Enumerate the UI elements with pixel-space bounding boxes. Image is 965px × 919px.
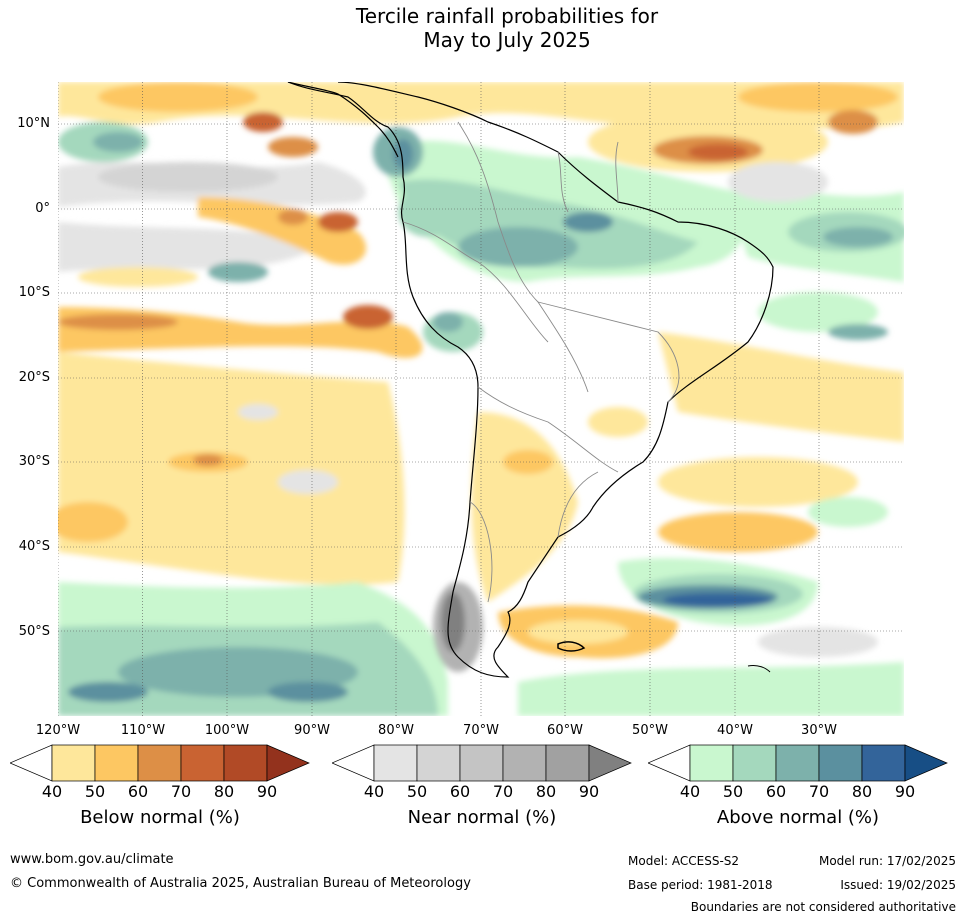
lon-label-70w: 70°W (463, 723, 499, 738)
colorbar-near-normal-60-70 (459, 744, 504, 782)
legend-above-tick: 70 (808, 782, 830, 801)
colorbar-above-normal (648, 744, 948, 782)
colorbar-above-normal-40-50 (689, 744, 734, 782)
colorbar-below-normal-low-extend (10, 744, 53, 782)
title-line-2: May to July 2025 (423, 28, 591, 52)
legend-near-tick: 90 (578, 782, 600, 801)
colorbar-below-normal-40-50 (51, 744, 96, 782)
legend-below-tick: 90 (256, 782, 278, 801)
legend-below-normal (10, 744, 310, 782)
colorbar-near-normal-high-extend (588, 744, 632, 782)
country-borders (402, 121, 680, 603)
lon-label-60w: 60°W (547, 723, 583, 738)
colorbar-above-normal-80-90 (861, 744, 906, 782)
legend-near-normal (332, 744, 632, 782)
legend-below-tick: 40 (41, 782, 63, 801)
central-america-coastline (287, 82, 399, 158)
graticule (58, 82, 904, 716)
legend-near-title: Near normal (%) (407, 807, 557, 828)
legend-above-tick: 40 (679, 782, 701, 801)
lon-label-30w: 30°W (801, 723, 837, 738)
legend-near-tick: 40 (363, 782, 385, 801)
legend-below-tick: 70 (170, 782, 192, 801)
lat-label-40s: 40°S (18, 539, 50, 554)
legend-above-tick: 50 (722, 782, 744, 801)
colorbar-below-normal-60-70 (137, 744, 182, 782)
lat-label-10n: 10°N (17, 116, 50, 131)
lon-label-120w: 120°W (35, 723, 81, 738)
colorbar-below-normal (10, 744, 310, 782)
colorbar-below-normal-50-60 (94, 744, 139, 782)
legend-near-tick: 70 (492, 782, 514, 801)
footer-model-run: Model run: 17/02/2025 (818, 854, 956, 868)
legend-near-tick: 60 (449, 782, 471, 801)
legend-near-tick: 80 (535, 782, 557, 801)
colorbar-above-normal-low-extend (648, 744, 691, 782)
colorbar-near-normal (332, 744, 632, 782)
colorbar-above-normal-70-80 (818, 744, 863, 782)
title-line-1: Tercile rainfall probabilities for (355, 4, 659, 28)
lon-label-50w: 50°W (632, 723, 668, 738)
legend-above-tick: 60 (765, 782, 787, 801)
legend-above-tick: 80 (851, 782, 873, 801)
footer-website: www.bom.gov.au/climate (10, 852, 174, 867)
lon-label-40w: 40°W (717, 723, 753, 738)
lat-label-10s: 10°S (18, 285, 50, 300)
lat-label-30s: 30°S (18, 454, 50, 469)
lon-label-110w: 110°W (120, 723, 166, 738)
lat-label-0: 0° (35, 201, 50, 216)
lat-label-50s: 50°S (18, 624, 50, 639)
south-america-coastline (287, 82, 774, 678)
colorbar-below-normal-80-90 (223, 744, 268, 782)
footer-issued: Issued: 19/02/2025 (840, 878, 956, 892)
lon-label-90w: 90°W (294, 723, 330, 738)
legend-above-tick: 90 (894, 782, 916, 801)
colorbar-near-normal-40-50 (373, 744, 418, 782)
lat-label-20s: 20°S (18, 370, 50, 385)
footer-disclaimer: Boundaries are not considered authoritat… (690, 900, 956, 914)
colorbar-above-normal-high-extend (904, 744, 948, 782)
colorbar-near-normal-50-60 (416, 744, 461, 782)
colorbar-near-normal-70-80 (502, 744, 547, 782)
footer-base-period: Base period: 1981-2018 (628, 878, 773, 892)
chart-title: Tercile rainfall probabilities for May t… (0, 4, 965, 52)
south-georgia (747, 665, 771, 673)
lon-label-100w: 100°W (204, 723, 250, 738)
legend-below-title: Below normal (%) (80, 807, 240, 828)
footer-copyright: © Commonwealth of Australia 2025, Austra… (10, 876, 471, 891)
legend-below-tick: 80 (213, 782, 235, 801)
rainfall-probability-map (58, 82, 904, 716)
lon-label-80w: 80°W (378, 723, 414, 738)
colorbar-below-normal-high-extend (266, 744, 310, 782)
colorbar-above-normal-50-60 (732, 744, 777, 782)
colorbar-above-normal-60-70 (775, 744, 820, 782)
legend-near-tick: 50 (406, 782, 428, 801)
colorbar-near-normal-80-90 (545, 744, 590, 782)
colorbar-below-normal-70-80 (180, 744, 225, 782)
legend-above-title: Above normal (%) (716, 807, 880, 828)
probability-shading (58, 82, 904, 716)
footer-model: Model: ACCESS-S2 (628, 854, 740, 868)
legend-below-tick: 50 (84, 782, 106, 801)
falkland-islands (557, 641, 586, 652)
legend-above-normal (648, 744, 948, 782)
legend-below-tick: 60 (127, 782, 149, 801)
colorbar-near-normal-low-extend (332, 744, 375, 782)
